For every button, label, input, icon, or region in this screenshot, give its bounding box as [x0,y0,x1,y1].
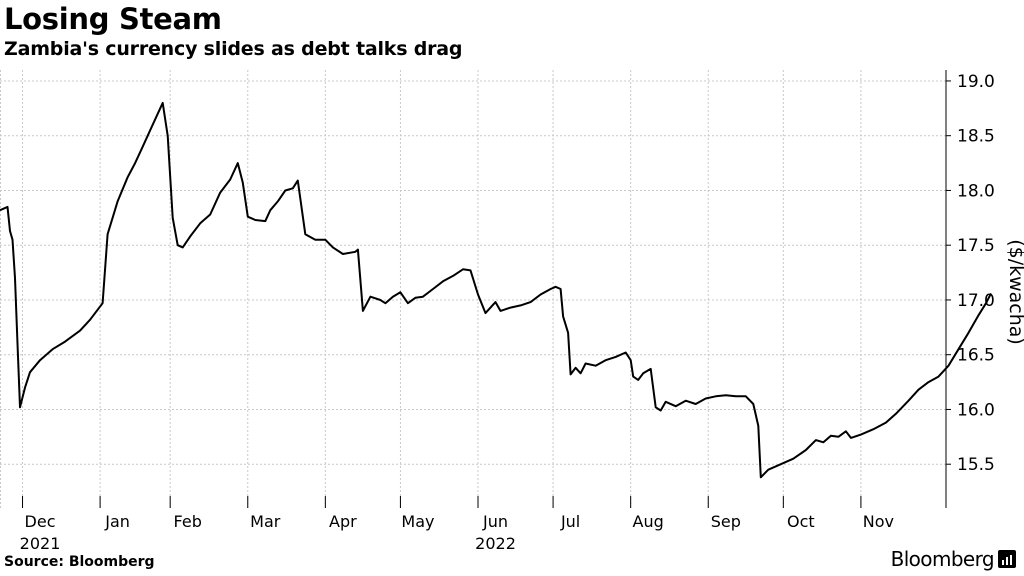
series-layer [0,101,992,479]
chart-subtitle: Zambia's currency slides as debt talks d… [4,38,463,60]
series-line [0,101,992,479]
chart-title: Losing Steam [4,2,222,36]
y-tick-label: 16.5 [957,346,995,366]
x-tick-label: Nov [863,512,894,531]
x-tick-label: Jul [560,512,580,531]
x-tick-label: May [401,512,434,531]
x-tick-label: Sep [711,512,741,531]
x-tick-label: Dec [25,512,56,531]
y-tick-label: 18.0 [957,181,995,201]
y-tick-label: 16.0 [957,400,995,420]
bloomberg-logo: Bloomberg [891,547,1016,571]
month-separators [22,496,862,508]
x-tick-label: Aug [633,512,664,531]
x-tick-label: Mar [250,512,281,531]
y-tick-label: 18.5 [957,127,995,147]
grid [0,70,946,508]
source-note: Source: Bloomberg [4,554,155,570]
y-axis: 15.5 16.0 16.5 17.0 17.5 18.0 18.5 19.0 [945,70,995,508]
bloomberg-terminal-icon [998,550,1016,568]
x-tick-label: Feb [174,512,202,531]
x-year-label: 2021 [20,534,61,553]
x-tick-label: Apr [329,512,357,531]
x-tick-label: Jun [482,512,508,531]
brand-label: Bloomberg [890,547,995,571]
y-axis-label: ($/kwacha) [1005,239,1024,345]
x-tick-label: Oct [787,512,815,531]
y-tick-label: 17.5 [957,236,995,256]
y-tick-label: 17.0 [957,291,995,311]
y-tick-label: 19.0 [957,72,995,92]
y-tick-label: 15.5 [957,455,995,475]
x-axis: Dec 2021 Jan Feb Mar Apr May Jun 2022 Jul Aug Sep Oc… [20,512,894,553]
x-year-label: 2022 [475,534,516,553]
x-tick-label: Jan [104,512,130,531]
